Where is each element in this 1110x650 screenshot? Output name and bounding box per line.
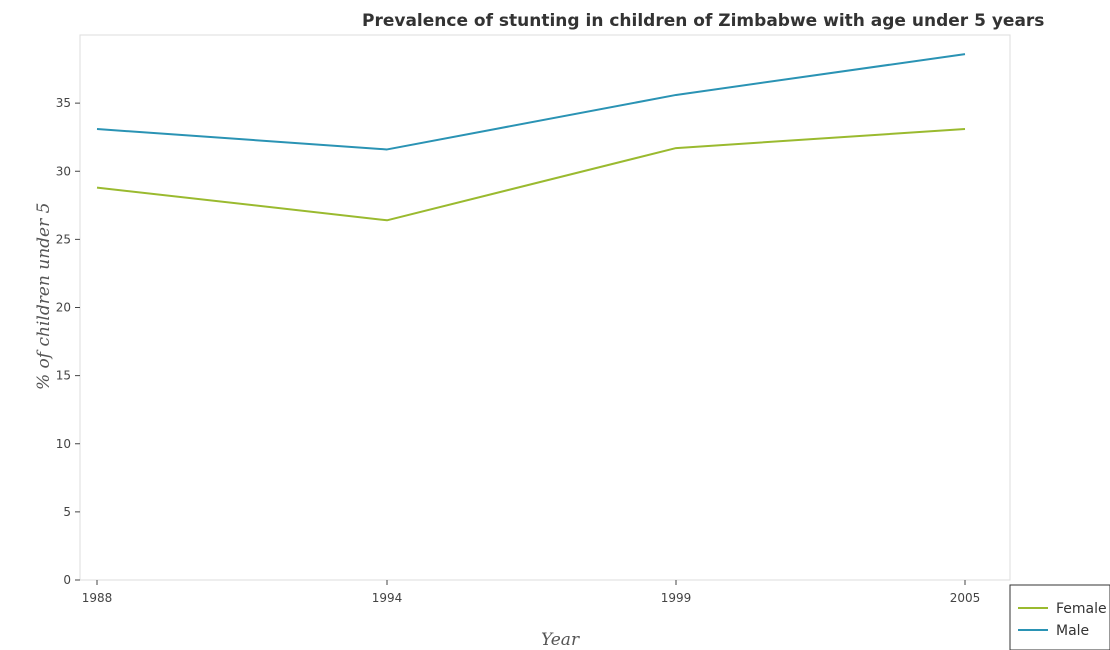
x-tick-label: 2005 <box>950 591 981 605</box>
x-tick-label: 1999 <box>661 591 692 605</box>
y-axis-ticks: 0 5 10 15 20 25 30 35 <box>56 96 80 587</box>
x-axis-label: Year <box>541 630 580 650</box>
y-tick-label: 0 <box>63 573 71 587</box>
y-tick-label: 25 <box>56 232 71 246</box>
legend-label-male: Male <box>1056 623 1089 639</box>
y-tick-label: 10 <box>56 437 71 451</box>
x-tick-label: 1994 <box>372 591 403 605</box>
y-tick-label: 30 <box>56 164 71 178</box>
y-tick-label: 35 <box>56 96 71 110</box>
y-axis-label: % of children under 5 <box>34 203 54 390</box>
series-line-male <box>96 53 966 151</box>
series-lines <box>96 53 966 222</box>
y-tick-label: 15 <box>56 369 71 383</box>
series-line-female <box>96 128 966 222</box>
legend-label-female: Female <box>1056 601 1107 617</box>
legend-box <box>1009 584 1110 650</box>
legend: Female Male <box>1009 584 1110 650</box>
plot-area <box>79 34 1011 581</box>
y-tick-label: 5 <box>63 505 71 519</box>
chart-title: Prevalence of stunting in children of Zi… <box>362 11 1044 31</box>
y-tick-label: 20 <box>56 301 71 315</box>
x-axis-ticks: 1988 1994 1999 2005 <box>82 580 981 605</box>
x-tick-label: 1988 <box>82 591 113 605</box>
